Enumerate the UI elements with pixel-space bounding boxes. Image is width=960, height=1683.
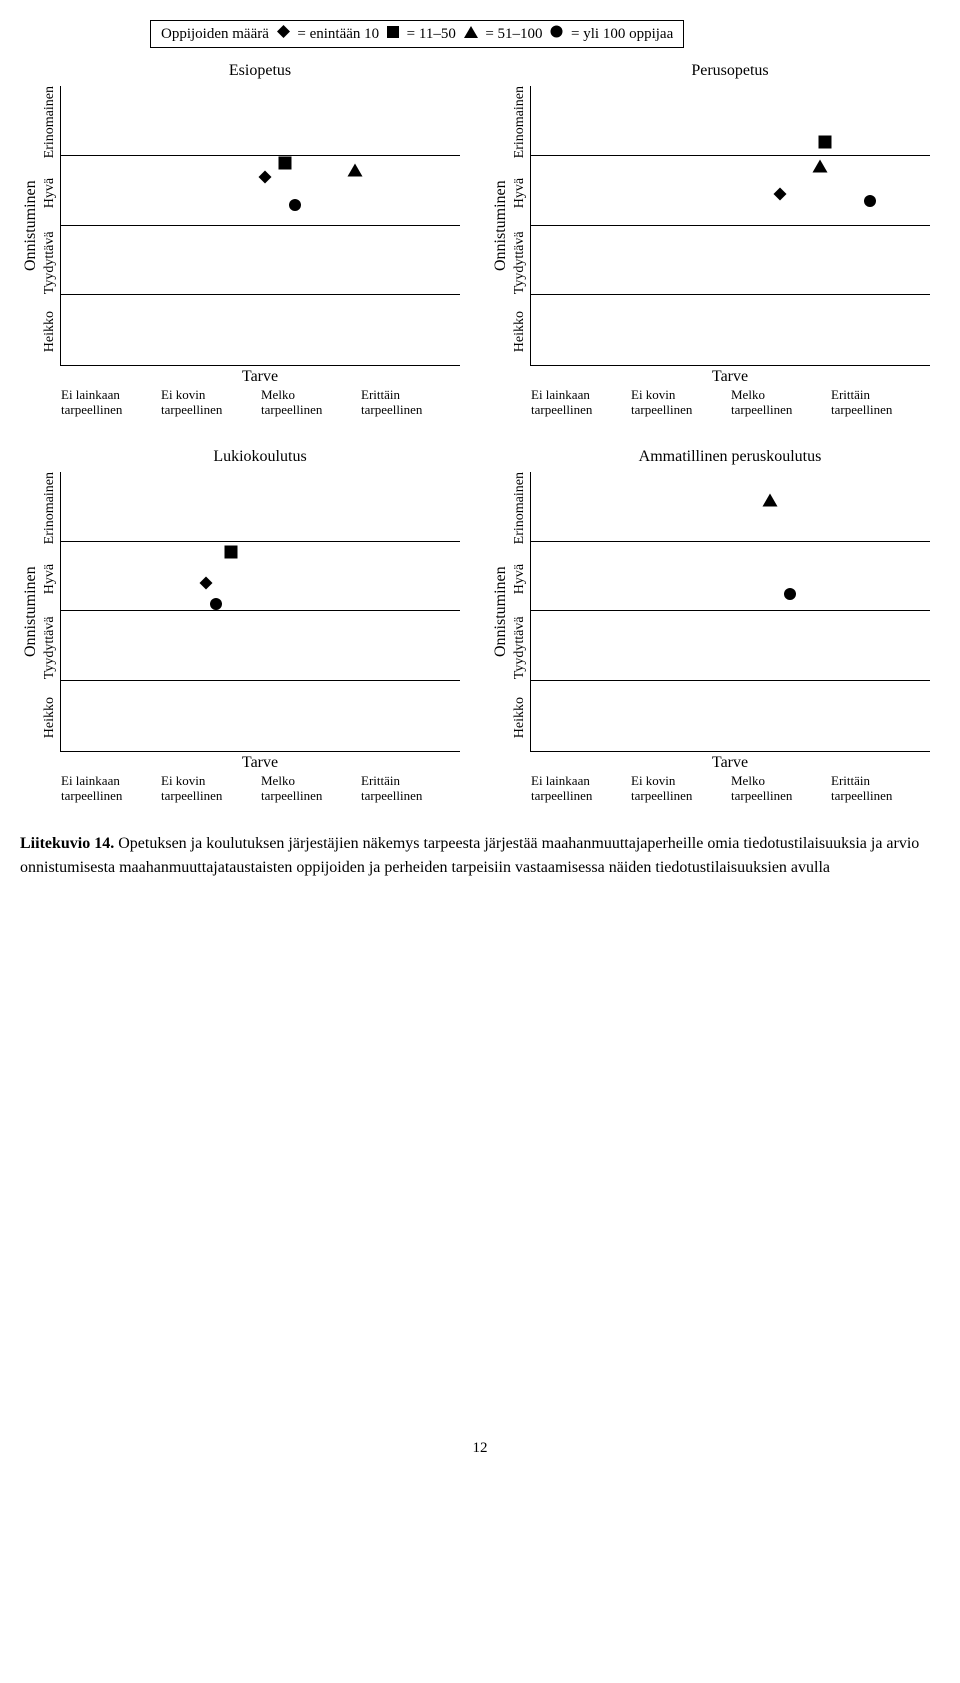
x-tick-label: Ei kovintarpeellinen: [160, 388, 260, 418]
x-tick-label: Melkotarpeellinen: [260, 388, 360, 418]
y-tick-label: Hyvä: [40, 544, 60, 613]
triangle-marker: [813, 160, 828, 173]
x-ticks: Ei lainkaantarpeellinenEi kovintarpeelli…: [530, 774, 930, 804]
legend-label: = 11–50: [407, 26, 456, 42]
chart-panel: Onnistuminen ErinomainenHyväTyydyttäväHe…: [490, 442, 930, 804]
x-axis-label: Tarve: [60, 368, 460, 386]
y-tick-label: Heikko: [510, 683, 530, 752]
circle-marker: [864, 195, 877, 208]
y-axis-label: Onnistuminen: [490, 86, 510, 366]
square-marker: [819, 135, 832, 148]
x-tick-label: Erittäintarpeellinen: [360, 388, 460, 418]
x-axis-label: Tarve: [530, 368, 930, 386]
panel-title: Perusopetus: [530, 56, 930, 86]
plot-area: [530, 472, 930, 752]
diamond-marker: [199, 577, 212, 590]
y-tick-label: Tyydyttävä: [40, 613, 60, 682]
panel-title: Ammatillinen peruskoulutus: [530, 442, 930, 472]
x-tick-label: Melkotarpeellinen: [260, 774, 360, 804]
plot-area: [60, 86, 460, 366]
triangle-icon: [464, 26, 478, 42]
x-ticks: Ei lainkaantarpeellinenEi kovintarpeelli…: [60, 774, 460, 804]
x-tick-label: Melkotarpeellinen: [730, 774, 830, 804]
x-ticks: Ei lainkaantarpeellinenEi kovintarpeelli…: [60, 388, 460, 418]
x-tick-label: Ei lainkaantarpeellinen: [60, 388, 160, 418]
diamond-marker: [259, 170, 272, 183]
circle-icon: [550, 26, 563, 42]
square-marker: [224, 546, 237, 559]
chart-grid: Onnistuminen ErinomainenHyväTyydyttäväHe…: [20, 56, 940, 804]
circle-marker: [784, 587, 797, 600]
circle-marker: [289, 198, 302, 211]
y-ticks: ErinomainenHyväTyydyttäväHeikko: [40, 86, 60, 366]
chart-panel: Onnistuminen ErinomainenHyväTyydyttäväHe…: [20, 56, 460, 418]
square-icon: [387, 26, 399, 42]
y-ticks: ErinomainenHyväTyydyttäväHeikko: [510, 472, 530, 752]
chart-panel: Onnistuminen ErinomainenHyväTyydyttäväHe…: [490, 56, 930, 418]
x-tick-label: Ei lainkaantarpeellinen: [60, 774, 160, 804]
panel-title: Esiopetus: [60, 56, 460, 86]
y-tick-label: Erinomainen: [510, 86, 530, 158]
legend-label: = yli 100 oppijaa: [571, 26, 673, 42]
triangle-marker: [763, 493, 778, 506]
y-tick-label: Tyydyttävä: [510, 613, 530, 682]
y-tick-label: Erinomainen: [40, 86, 60, 158]
panel-title: Lukiokoulutus: [60, 442, 460, 472]
y-tick-label: Hyvä: [510, 158, 530, 227]
y-tick-label: Heikko: [40, 683, 60, 752]
circle-marker: [209, 598, 222, 611]
y-tick-label: Tyydyttävä: [510, 228, 530, 297]
y-tick-label: Heikko: [40, 297, 60, 366]
y-axis-label: Onnistuminen: [20, 472, 40, 752]
legend: Oppijoiden määrä = enintään 10 = 11–50 =…: [150, 20, 684, 48]
y-tick-label: Erinomainen: [510, 472, 530, 544]
figure-caption: Liitekuvio 14. Opetuksen ja koulutuksen …: [20, 832, 920, 880]
x-tick-label: Ei kovintarpeellinen: [160, 774, 260, 804]
caption-text: Opetuksen ja koulutuksen järjestäjien nä…: [20, 835, 919, 876]
legend-prefix: Oppijoiden määrä: [161, 26, 269, 42]
x-tick-label: Ei lainkaantarpeellinen: [530, 388, 630, 418]
y-ticks: ErinomainenHyväTyydyttäväHeikko: [510, 86, 530, 366]
page-number: 12: [20, 1440, 940, 1457]
x-axis-label: Tarve: [530, 754, 930, 772]
diamond-marker: [774, 188, 787, 201]
square-marker: [279, 156, 292, 169]
x-tick-label: Melkotarpeellinen: [730, 388, 830, 418]
diamond-icon: [277, 26, 290, 42]
x-tick-label: Ei kovintarpeellinen: [630, 388, 730, 418]
y-tick-label: Hyvä: [40, 158, 60, 227]
x-axis-label: Tarve: [60, 754, 460, 772]
legend-label: = enintään 10: [297, 26, 379, 42]
caption-label: Liitekuvio 14.: [20, 835, 114, 852]
y-tick-label: Hyvä: [510, 544, 530, 613]
x-tick-label: Ei kovintarpeellinen: [630, 774, 730, 804]
x-ticks: Ei lainkaantarpeellinenEi kovintarpeelli…: [530, 388, 930, 418]
y-tick-label: Erinomainen: [40, 472, 60, 544]
y-tick-label: Tyydyttävä: [40, 228, 60, 297]
legend-label: = 51–100: [485, 26, 542, 42]
y-axis-label: Onnistuminen: [20, 86, 40, 366]
x-tick-label: Erittäintarpeellinen: [360, 774, 460, 804]
chart-panel: Onnistuminen ErinomainenHyväTyydyttäväHe…: [20, 442, 460, 804]
triangle-marker: [348, 163, 363, 176]
x-tick-label: Ei lainkaantarpeellinen: [530, 774, 630, 804]
x-tick-label: Erittäintarpeellinen: [830, 388, 930, 418]
plot-area: [60, 472, 460, 752]
y-tick-label: Heikko: [510, 297, 530, 366]
y-axis-label: Onnistuminen: [490, 472, 510, 752]
plot-area: [530, 86, 930, 366]
y-ticks: ErinomainenHyväTyydyttäväHeikko: [40, 472, 60, 752]
x-tick-label: Erittäintarpeellinen: [830, 774, 930, 804]
